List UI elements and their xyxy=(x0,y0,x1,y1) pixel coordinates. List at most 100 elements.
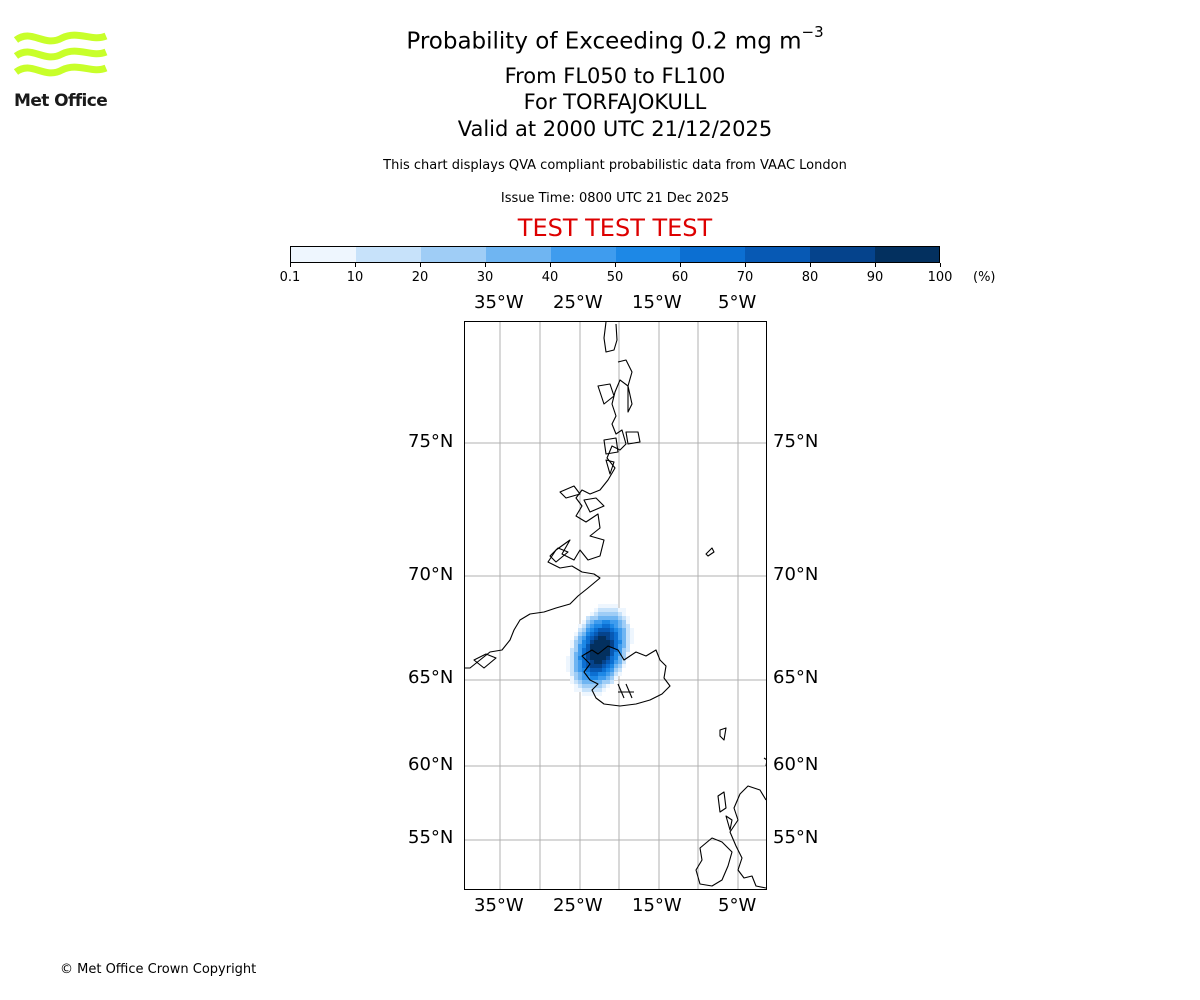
plume-cell xyxy=(606,664,610,668)
plume-cell xyxy=(578,672,582,676)
plume-cell xyxy=(610,616,614,620)
plume-cell xyxy=(602,608,606,612)
plume-cell xyxy=(606,672,610,676)
plume-cell xyxy=(598,664,602,668)
colorbar-tick-label: 10 xyxy=(346,270,364,285)
plume-cell xyxy=(578,664,582,668)
longitude-label-bottom: 5°W xyxy=(718,895,757,916)
plume-cell xyxy=(574,660,578,664)
plume-cell xyxy=(618,636,622,640)
plume-cell xyxy=(582,624,586,628)
plume-cell xyxy=(582,640,586,644)
colorbar-segment xyxy=(680,247,746,262)
plume-cell xyxy=(590,684,594,688)
colorbar-segment xyxy=(355,247,421,262)
longitude-label-top: 25°W xyxy=(553,292,603,313)
plume-cell xyxy=(590,672,594,676)
colorbar-tick xyxy=(549,263,551,267)
plume-cell xyxy=(610,636,614,640)
plume-cell xyxy=(614,672,618,676)
plume-cell xyxy=(598,620,602,624)
logo-wordmark: Met Office xyxy=(14,91,108,111)
longitude-label-bottom: 15°W xyxy=(632,895,682,916)
plume-cell xyxy=(570,648,574,652)
plume-cell xyxy=(602,624,606,628)
plume-cell xyxy=(578,644,582,648)
plume-cell xyxy=(606,636,610,640)
plume-cell xyxy=(622,636,626,640)
issue-time: Issue Time: 0800 UTC 21 Dec 2025 xyxy=(500,191,730,206)
map-frame xyxy=(464,321,767,890)
plume-cell xyxy=(618,656,622,660)
plume-cell xyxy=(614,648,618,652)
plume-cell xyxy=(610,672,614,676)
plume-cell xyxy=(614,620,618,624)
plume-cell xyxy=(602,616,606,620)
plume-cell xyxy=(610,640,614,644)
plume-cell xyxy=(582,652,586,656)
latitude-label-left: 65°N xyxy=(408,667,454,688)
plume-cell xyxy=(618,620,622,624)
hebrides xyxy=(717,791,733,831)
plume-cell xyxy=(590,612,594,616)
plume-cell xyxy=(586,684,590,688)
plume-cell xyxy=(622,628,626,632)
plume-cell xyxy=(598,688,602,692)
plume-cell xyxy=(602,656,606,660)
faroe-islands xyxy=(719,727,727,741)
plume-cell xyxy=(574,664,578,668)
plume-cell xyxy=(582,668,586,672)
plume-cell xyxy=(570,652,574,656)
colorbar-segment xyxy=(291,247,356,262)
plume-cell xyxy=(590,660,594,664)
plume-cell xyxy=(602,668,606,672)
plume-cell xyxy=(610,620,614,624)
plume-cell xyxy=(610,624,614,628)
plume-cell xyxy=(574,648,578,652)
longitude-label-bottom: 25°W xyxy=(553,895,603,916)
plume-cell xyxy=(610,644,614,648)
shetland xyxy=(763,757,766,766)
plume-cell xyxy=(594,608,598,612)
plume-cell xyxy=(610,680,614,684)
plume-cell xyxy=(594,656,598,660)
plume-cell xyxy=(590,692,594,696)
plume-cell xyxy=(578,684,582,688)
plume-cell xyxy=(618,660,622,664)
plume-cell xyxy=(626,632,630,636)
colorbar-tick xyxy=(419,263,421,267)
plume-cell xyxy=(594,612,598,616)
plume-cell xyxy=(622,612,626,616)
plume-cell xyxy=(614,656,618,660)
plume-cell xyxy=(566,668,570,672)
colorbar-segment xyxy=(485,247,551,262)
plume-cell xyxy=(622,656,626,660)
plume-cell xyxy=(590,624,594,628)
plume-cell xyxy=(610,632,614,636)
plume-cell xyxy=(598,644,602,648)
plume-cell xyxy=(586,624,590,628)
plume-cell xyxy=(614,628,618,632)
plume-cell xyxy=(598,660,602,664)
plume-cell xyxy=(594,648,598,652)
plume-cell xyxy=(590,628,594,632)
plume-cell xyxy=(610,656,614,660)
plume-cell xyxy=(614,616,618,620)
plume-cell xyxy=(602,684,606,688)
plume-cell xyxy=(626,652,630,656)
colorbar-tick xyxy=(484,263,486,267)
plume-cell xyxy=(574,652,578,656)
plume-cell xyxy=(606,640,610,644)
plume-cell xyxy=(574,656,578,660)
plume-cell xyxy=(606,628,610,632)
plume-cell xyxy=(610,628,614,632)
plume-cell xyxy=(618,644,622,648)
plume-cell xyxy=(622,664,626,668)
colorbar-tick-label: 40 xyxy=(541,270,559,285)
coastlines xyxy=(464,321,766,889)
plume-cell xyxy=(626,648,630,652)
plume-cell xyxy=(602,648,606,652)
longitude-label-bottom: 35°W xyxy=(474,895,524,916)
plume-cell xyxy=(586,640,590,644)
